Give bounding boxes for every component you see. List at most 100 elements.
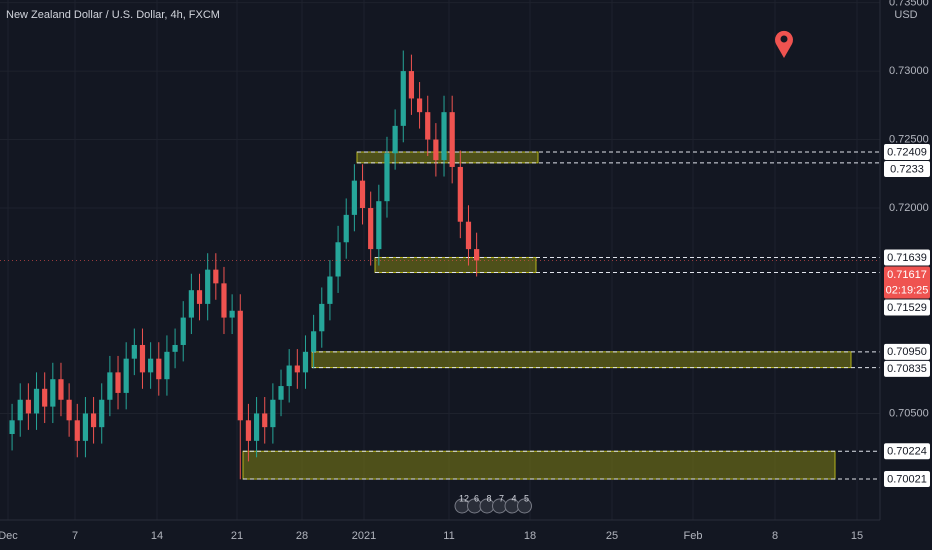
candle-body (33, 388, 40, 414)
candle-body (457, 166, 463, 222)
x-tick-label: Dec (0, 530, 18, 542)
last-price-label: 0.71617 (887, 269, 927, 281)
candle-body (327, 276, 333, 304)
candle-body (90, 413, 97, 428)
price-label-box (884, 299, 930, 316)
candle-body (237, 310, 243, 421)
candle-body (42, 388, 48, 407)
candle-body (465, 221, 472, 250)
x-tick-label: Feb (684, 530, 703, 542)
candle-body (311, 331, 317, 352)
price-axis: 0.73500 0.73000 0.72500 0.72000 0.70500 0.724… (884, 0, 930, 488)
price-label: 0.72409 (887, 146, 927, 158)
event-badge (517, 498, 532, 514)
alert-pin (775, 30, 793, 58)
price-label-box (884, 144, 930, 161)
candle-body (229, 310, 235, 318)
candle-body (433, 139, 439, 161)
chart-title: New Zealand Dollar / U.S. Dollar, 4h, FX… (6, 9, 220, 21)
candle-body (343, 214, 349, 243)
candle-body (392, 125, 398, 154)
x-tick-label: 18 (524, 530, 536, 542)
countdown-label: 02:19:25 (886, 284, 929, 296)
event-badge-count: 12 (459, 493, 469, 503)
candle-body (351, 180, 357, 215)
x-tick-label: 11 (443, 530, 454, 542)
x-tick-label: 21 (231, 530, 243, 542)
candle-body (82, 413, 89, 441)
x-tick-label: 7 (72, 530, 78, 542)
candle-body (172, 344, 178, 352)
candle-body (107, 372, 113, 400)
candles (9, 50, 480, 480)
x-tick-label: 25 (606, 530, 618, 542)
candle-body (302, 351, 309, 373)
candle-body (416, 98, 423, 113)
price-label: 0.71639 (887, 252, 927, 264)
price-label-box (884, 343, 930, 360)
last-price-box (884, 266, 930, 299)
price-label: 0.70835 (887, 363, 927, 375)
candle-body (253, 413, 260, 441)
candle-body (449, 112, 455, 167)
candle-body (400, 71, 406, 126)
y-tick-label: 0.73000 (889, 65, 929, 77)
candle-body (156, 358, 162, 380)
price-label-box (884, 360, 930, 377)
candle-body (196, 290, 203, 304)
candle-body (58, 379, 64, 400)
candle-body (25, 399, 31, 414)
candle-body (441, 112, 447, 161)
candle-body (188, 290, 194, 318)
candle-body (286, 365, 292, 387)
price-label: 0.71529 (887, 302, 927, 314)
candle-body (50, 379, 56, 407)
candle-body (164, 351, 170, 380)
candle-body (245, 420, 252, 441)
candle-body (408, 71, 415, 99)
candle-body (425, 112, 431, 140)
y-tick-label: 0.70500 (889, 407, 929, 419)
price-label: 0.7233 (890, 163, 924, 175)
zone (374, 256, 537, 274)
candle-body (278, 386, 284, 400)
x-tick-label: 15 (851, 530, 863, 542)
candle-body (99, 399, 105, 428)
y-tick-label: 0.72500 (889, 133, 929, 145)
candle-body (180, 317, 186, 345)
zone (242, 450, 836, 480)
candle-body (221, 283, 227, 318)
y-tick-label: 0.73500 (889, 0, 929, 9)
x-tick-label: 8 (772, 530, 778, 542)
candle-body (9, 420, 15, 434)
price-label: 0.70021 (887, 473, 927, 485)
x-tick-label: 14 (151, 530, 163, 542)
candle-body (115, 372, 121, 393)
candle-body (148, 358, 154, 373)
candle-body (294, 365, 300, 373)
price-label-box (884, 443, 930, 460)
time-axis: Dec 7 14 21 28 2021 11 18 25 Feb 8 15 (0, 530, 863, 542)
event-badge-count: 7 (499, 493, 504, 503)
candle-body (66, 399, 72, 421)
candle-body (368, 208, 374, 250)
candle-body (359, 180, 366, 209)
price-label-box (884, 161, 930, 178)
price-label: 0.70950 (887, 346, 927, 358)
candle-body (262, 413, 268, 428)
price-label: 0.70224 (887, 446, 927, 458)
zone (311, 351, 852, 369)
candle-body (319, 303, 325, 332)
event-badge-count: 4 (511, 493, 516, 503)
candle-body (270, 399, 276, 428)
candle-body (205, 269, 211, 304)
x-tick-label: 2021 (352, 530, 376, 542)
y-tick-label: 0.72000 (889, 202, 929, 214)
candle-body (384, 153, 390, 202)
candle-body (376, 201, 382, 250)
candle-body (17, 399, 23, 421)
x-tick-label: 28 (296, 530, 308, 542)
candle-body (74, 420, 80, 441)
candle-body (139, 344, 146, 373)
